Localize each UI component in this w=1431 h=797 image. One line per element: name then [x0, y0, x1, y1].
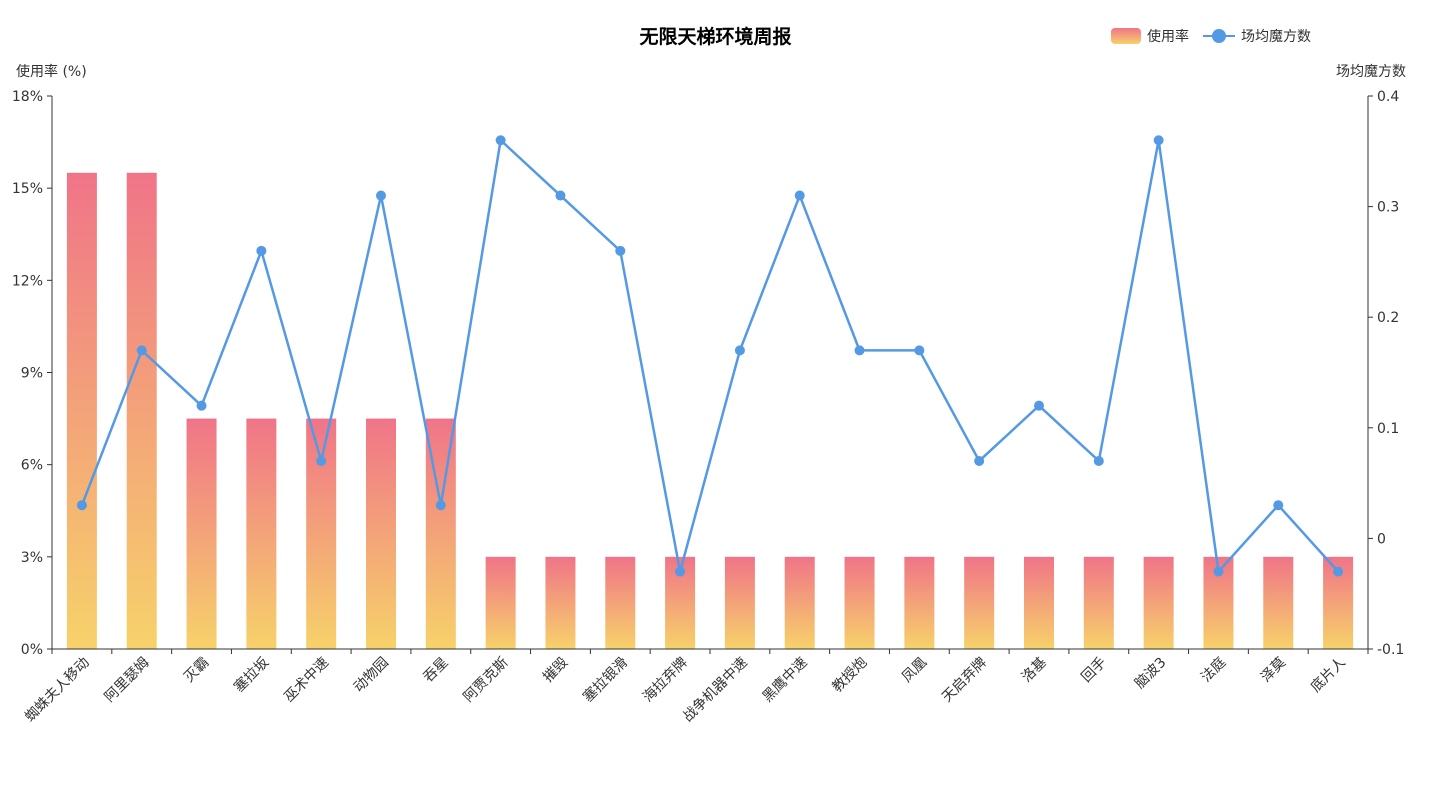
bar-14[interactable]	[904, 556, 935, 649]
y-left-tick-label: 0%	[21, 642, 43, 658]
x-tick-label: 洛基	[1018, 654, 1050, 686]
bar-9[interactable]	[605, 556, 636, 649]
bar-4[interactable]	[306, 418, 337, 649]
legend-label-cubes: 场均魔方数	[1241, 29, 1311, 45]
bar-5[interactable]	[366, 418, 396, 649]
bar-17[interactable]	[1083, 556, 1114, 649]
bar-series	[66, 172, 1354, 650]
line-point-0[interactable]	[76, 500, 87, 511]
x-tick-label: 蜘蛛夫人移动	[22, 655, 93, 726]
bar-11[interactable]	[724, 556, 755, 649]
y-left-tick-label: 9%	[21, 366, 43, 382]
line-point-4[interactable]	[316, 455, 327, 466]
y-right-tick-label: 0.2	[1377, 310, 1399, 326]
bar-7[interactable]	[485, 556, 516, 649]
y-left-tick-label: 6%	[21, 458, 43, 474]
bar-12[interactable]	[784, 556, 815, 649]
x-tick-label: 凤凰	[899, 655, 930, 686]
line-point-12[interactable]	[794, 190, 805, 201]
legend-item-cubes[interactable]: 场均魔方数	[1203, 26, 1311, 46]
bar-0[interactable]	[66, 172, 97, 650]
x-tick-label: 塞拉银滑	[579, 654, 631, 706]
x-tick-label: 塞拉坂	[230, 654, 272, 696]
y-left-axis-title: 使用率 (%)	[16, 64, 87, 80]
x-tick-label: 泽莫	[1258, 655, 1289, 686]
bar-16[interactable]	[1024, 556, 1054, 649]
line-series	[76, 135, 1344, 577]
y-right-tick-label: 0.1	[1377, 421, 1399, 437]
line-point-7[interactable]	[495, 135, 506, 146]
line-point-11[interactable]	[734, 345, 745, 356]
legend-item-usage[interactable]: 使用率	[1111, 26, 1189, 46]
x-tick-label: 阿贾克斯	[461, 655, 512, 706]
line-path	[80, 137, 1340, 575]
y-right-tick-label: 0.4	[1377, 89, 1399, 105]
y-right-tick-label: 0.3	[1377, 200, 1399, 216]
line-point-20[interactable]	[1273, 500, 1284, 511]
y-left-tick-label: 18%	[12, 89, 43, 105]
x-tick-label: 教授炮	[829, 655, 870, 696]
line-point-18[interactable]	[1153, 135, 1164, 146]
line-point-21[interactable]	[1333, 566, 1344, 577]
bar-18[interactable]	[1143, 556, 1174, 649]
bar-2[interactable]	[186, 418, 217, 649]
y-right-tick-label: -0.1	[1377, 642, 1404, 658]
bar-15[interactable]	[964, 556, 995, 649]
line-point-3[interactable]	[256, 245, 267, 256]
line-point-16[interactable]	[1034, 400, 1044, 411]
line-point-17[interactable]	[1093, 455, 1104, 466]
x-tick-label: 动物园	[351, 655, 392, 696]
legend-line-swatch	[1203, 28, 1235, 44]
line-point-2[interactable]	[196, 400, 207, 411]
y-left-tick-label: 15%	[12, 181, 43, 197]
x-tick-label: 黑鹰中速	[760, 655, 811, 706]
x-tick-label: 脑波3	[1132, 655, 1169, 692]
line-point-8[interactable]	[555, 190, 566, 201]
x-tick-label: 灭霸	[181, 655, 212, 686]
x-tick-label: 回手	[1079, 655, 1110, 686]
y-left-tick-label: 12%	[12, 273, 43, 289]
x-tick-label: 法庭	[1197, 654, 1229, 686]
x-tick-label: 巫术中速	[281, 655, 332, 706]
bar-13[interactable]	[844, 556, 875, 649]
bar-20[interactable]	[1263, 556, 1294, 649]
line-point-14[interactable]	[914, 345, 925, 356]
y-right-tick-label: 0	[1377, 531, 1386, 547]
legend-label-usage: 使用率	[1147, 29, 1189, 45]
y-left-tick-label: 3%	[21, 550, 43, 566]
line-point-6[interactable]	[435, 500, 446, 511]
x-tick-label: 吞星	[421, 655, 452, 686]
x-tick-label: 摧毁	[540, 655, 571, 686]
bar-1[interactable]	[126, 172, 157, 650]
bar-8[interactable]	[545, 556, 576, 649]
line-point-5[interactable]	[376, 190, 386, 201]
bar-3[interactable]	[246, 418, 277, 649]
legend-bar-swatch	[1111, 28, 1141, 44]
line-point-10[interactable]	[675, 566, 686, 577]
x-tick-label: 战争机器中速	[680, 655, 751, 726]
line-point-1[interactable]	[136, 345, 147, 356]
chart-title: 无限天梯环境周报	[639, 26, 792, 48]
x-tick-label: 天启弃牌	[938, 654, 990, 706]
line-point-19[interactable]	[1213, 566, 1224, 577]
x-tick-label: 阿里瑟姆	[102, 655, 153, 706]
chart-legend: 使用率 场均魔方数	[1111, 26, 1311, 46]
line-point-13[interactable]	[854, 345, 865, 356]
line-point-15[interactable]	[974, 455, 985, 466]
y-right-axis-title: 场均魔方数	[1336, 64, 1406, 80]
line-point-9[interactable]	[615, 245, 626, 256]
x-tick-label: 底片人	[1308, 655, 1349, 696]
x-tick-label: 海拉弃牌	[639, 654, 691, 706]
